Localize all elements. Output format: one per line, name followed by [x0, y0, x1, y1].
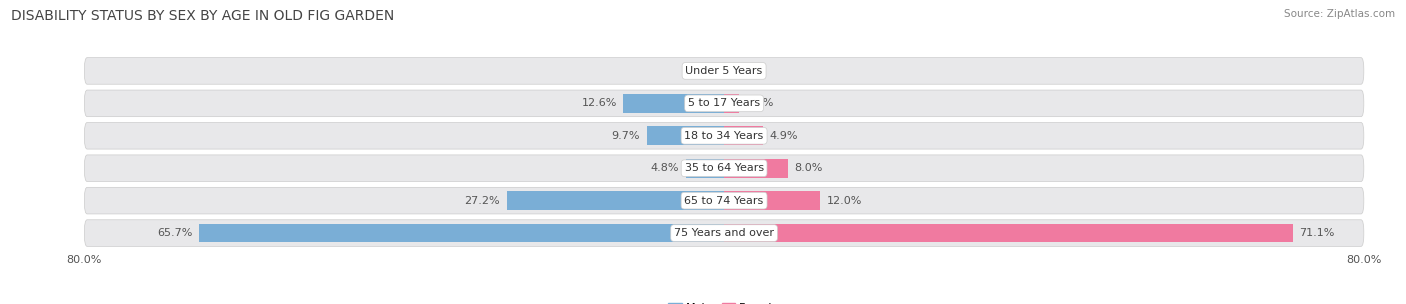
Text: 75 Years and over: 75 Years and over: [673, 228, 775, 238]
Text: DISABILITY STATUS BY SEX BY AGE IN OLD FIG GARDEN: DISABILITY STATUS BY SEX BY AGE IN OLD F…: [11, 9, 395, 23]
Bar: [724, 224, 1292, 243]
Text: 1.9%: 1.9%: [745, 98, 775, 108]
Text: 5 to 17 Years: 5 to 17 Years: [688, 98, 761, 108]
FancyBboxPatch shape: [84, 220, 1364, 246]
Legend: Male, Female: Male, Female: [664, 298, 785, 304]
Bar: [724, 94, 740, 113]
Text: 35 to 64 Years: 35 to 64 Years: [685, 163, 763, 173]
FancyBboxPatch shape: [84, 123, 1364, 149]
Text: Under 5 Years: Under 5 Years: [686, 66, 762, 76]
Text: 8.0%: 8.0%: [794, 163, 823, 173]
Text: 18 to 34 Years: 18 to 34 Years: [685, 131, 763, 141]
Text: 4.9%: 4.9%: [769, 131, 799, 141]
Text: 71.1%: 71.1%: [1299, 228, 1334, 238]
Bar: [198, 224, 724, 243]
Bar: [506, 191, 724, 210]
Text: 65 to 74 Years: 65 to 74 Years: [685, 196, 763, 206]
Bar: [724, 159, 787, 178]
FancyBboxPatch shape: [84, 90, 1364, 117]
Bar: [724, 191, 820, 210]
Bar: [686, 159, 724, 178]
FancyBboxPatch shape: [84, 187, 1364, 214]
Text: Source: ZipAtlas.com: Source: ZipAtlas.com: [1284, 9, 1395, 19]
Text: 9.7%: 9.7%: [612, 131, 640, 141]
Bar: [623, 94, 724, 113]
Text: 4.8%: 4.8%: [651, 163, 679, 173]
Text: 12.0%: 12.0%: [827, 196, 862, 206]
Text: 0.0%: 0.0%: [692, 66, 720, 76]
Text: 27.2%: 27.2%: [464, 196, 501, 206]
Text: 65.7%: 65.7%: [157, 228, 193, 238]
FancyBboxPatch shape: [84, 155, 1364, 181]
Bar: [724, 126, 763, 145]
Bar: [647, 126, 724, 145]
FancyBboxPatch shape: [84, 58, 1364, 84]
Text: 0.0%: 0.0%: [728, 66, 756, 76]
Text: 12.6%: 12.6%: [582, 98, 617, 108]
